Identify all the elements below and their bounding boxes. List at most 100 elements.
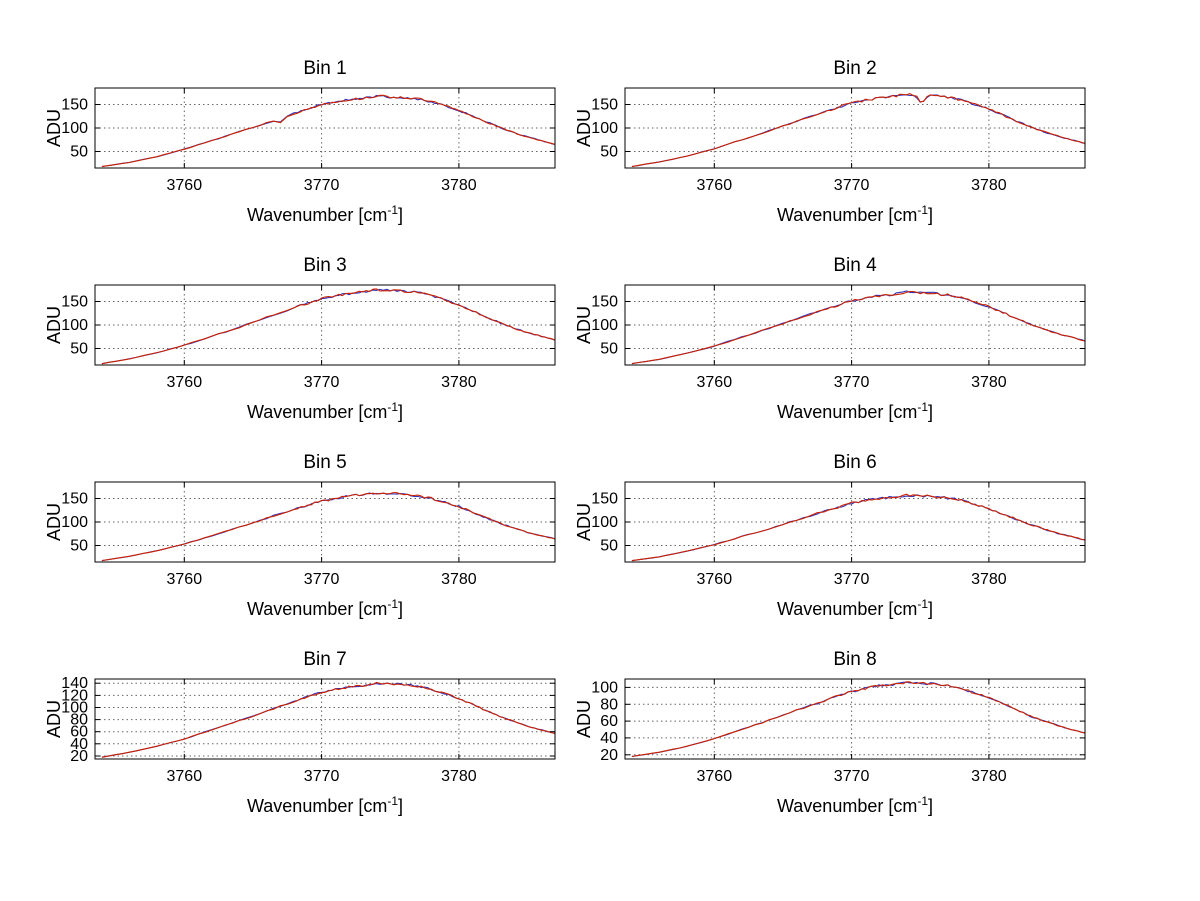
y-tick-label: 50 (70, 538, 88, 555)
y-axis-label: ADU (574, 700, 594, 739)
x-tick-label: 3780 (971, 177, 1007, 194)
plot-title: Bin 7 (303, 649, 347, 670)
plot-title: Bin 2 (833, 58, 877, 79)
y-tick-label: 100 (61, 120, 88, 137)
x-axis-label-suffix: ] (928, 402, 934, 422)
x-tick-label: 3770 (304, 177, 340, 194)
x-tick-label: 3780 (441, 768, 477, 785)
y-tick-label: 100 (591, 120, 618, 137)
plot-area: 3760 3770 3780 50 100 150 (591, 87, 1086, 194)
x-tick-label: 3760 (697, 571, 733, 588)
x-axis-label-text: Wavenumber [cm (776, 402, 918, 422)
x-tick-label: 3770 (834, 177, 870, 194)
x-axis-label-suffix: ] (398, 205, 404, 225)
y-axis-label: ADU (44, 109, 64, 148)
y-tick-label: 50 (70, 144, 88, 161)
x-axis-label: Wavenumber [cm-1] (530, 597, 1130, 620)
x-tick-label: 3770 (304, 374, 340, 391)
y-tick-label: 40 (70, 736, 88, 753)
x-axis-label: Wavenumber [cm-1] (0, 400, 600, 423)
x-axis-label: Wavenumber [cm-1] (530, 794, 1130, 817)
plot-area: 3760 3770 3780 50 100 150 (61, 284, 556, 391)
x-axis-label-suffix: ] (928, 205, 934, 225)
x-axis-label-exponent: -1 (387, 400, 399, 414)
x-axis-label-exponent: -1 (387, 597, 399, 611)
subplot-bin-7: Bin 7 ADU 3760 3770 3780 20 40 60 80 100 120 140 … (0, 631, 600, 828)
plot-title: Bin 3 (303, 255, 347, 276)
subplot-bin-3: Bin 3 ADU 3760 3770 3780 50 100 150 Wavenumbe… (0, 237, 600, 434)
y-tick-label: 80 (70, 712, 88, 729)
subplot-bin-2: Bin 2 ADU 3760 3770 3780 50 100 150 Wavenumbe… (530, 40, 1130, 237)
y-tick-label: 50 (600, 144, 618, 161)
x-axis-label-suffix: ] (398, 402, 404, 422)
x-tick-label: 3770 (304, 768, 340, 785)
x-axis-label: Wavenumber [cm-1] (530, 400, 1130, 423)
y-axis-label: ADU (574, 109, 594, 148)
y-axis-label: ADU (44, 306, 64, 345)
y-tick-label: 150 (61, 97, 88, 114)
x-tick-label: 3780 (971, 571, 1007, 588)
y-tick-label: 140 (61, 675, 88, 692)
y-tick-label: 150 (591, 294, 618, 311)
subplot-bin-8: Bin 8 ADU 3760 3770 3780 20 40 60 80 100 Wavenu… (530, 631, 1130, 828)
x-axis-label: Wavenumber [cm-1] (530, 203, 1130, 226)
plot-area: 3760 3770 3780 50 100 150 (591, 284, 1086, 391)
y-tick-label: 50 (600, 538, 618, 555)
x-axis-label-text: Wavenumber [cm (246, 205, 388, 225)
y-tick-label: 150 (591, 491, 618, 508)
x-axis-label-exponent: -1 (917, 794, 929, 808)
y-axis-label: ADU (44, 503, 64, 542)
subplot-bin-5: Bin 5 ADU 3760 3770 3780 50 100 150 Wavenumbe… (0, 434, 600, 631)
x-tick-label: 3780 (441, 374, 477, 391)
y-tick-label: 150 (61, 294, 88, 311)
x-axis-label-text: Wavenumber [cm (776, 796, 918, 816)
plot-title: Bin 8 (833, 649, 877, 670)
x-axis-label: Wavenumber [cm-1] (0, 203, 600, 226)
x-axis-label-text: Wavenumber [cm (246, 402, 388, 422)
x-axis-label-exponent: -1 (387, 203, 399, 217)
plot-title: Bin 5 (303, 452, 347, 473)
x-axis-label: Wavenumber [cm-1] (0, 794, 600, 817)
plot-title: Bin 1 (303, 58, 347, 79)
x-tick-label: 3770 (834, 571, 870, 588)
x-tick-label: 3780 (971, 374, 1007, 391)
x-tick-label: 3770 (304, 571, 340, 588)
y-tick-label: 100 (61, 514, 88, 531)
y-tick-label: 100 (591, 317, 618, 334)
x-axis-label-exponent: -1 (917, 597, 929, 611)
y-tick-label: 80 (600, 696, 618, 713)
x-axis-label-suffix: ] (398, 796, 404, 816)
y-tick-label: 100 (61, 700, 88, 717)
plot-area: 3760 3770 3780 50 100 150 (591, 481, 1086, 588)
x-axis-label-suffix: ] (398, 599, 404, 619)
x-axis-label-text: Wavenumber [cm (776, 599, 918, 619)
y-tick-label: 100 (591, 679, 618, 696)
plot-area: 3760 3770 3780 50 100 150 (61, 481, 556, 588)
plot-area: 3760 3770 3780 50 100 150 (61, 87, 556, 194)
x-tick-label: 3770 (834, 768, 870, 785)
x-tick-label: 3780 (441, 177, 477, 194)
x-tick-label: 3770 (834, 374, 870, 391)
x-tick-label: 3760 (167, 571, 203, 588)
x-axis-label-exponent: -1 (917, 400, 929, 414)
plot-title: Bin 6 (833, 452, 877, 473)
x-axis-label: Wavenumber [cm-1] (0, 597, 600, 620)
x-axis-label-exponent: -1 (917, 203, 929, 217)
y-axis-label: ADU (574, 503, 594, 542)
y-tick-label: 150 (61, 491, 88, 508)
y-tick-label: 50 (600, 341, 618, 358)
x-axis-label-exponent: -1 (387, 794, 399, 808)
x-tick-label: 3760 (167, 177, 203, 194)
y-tick-label: 40 (600, 730, 618, 747)
subplot-bin-4: Bin 4 ADU 3760 3770 3780 50 100 150 Wavenumbe… (530, 237, 1130, 434)
y-tick-label: 120 (61, 687, 88, 704)
y-tick-label: 60 (600, 713, 618, 730)
subplot-bin-1: Bin 1 ADU 3760 3770 3780 50 100 150 Wavenumbe… (0, 40, 600, 237)
y-axis-label: ADU (574, 306, 594, 345)
x-tick-label: 3760 (167, 768, 203, 785)
y-tick-label: 20 (70, 748, 88, 765)
plot-title: Bin 4 (833, 255, 877, 276)
